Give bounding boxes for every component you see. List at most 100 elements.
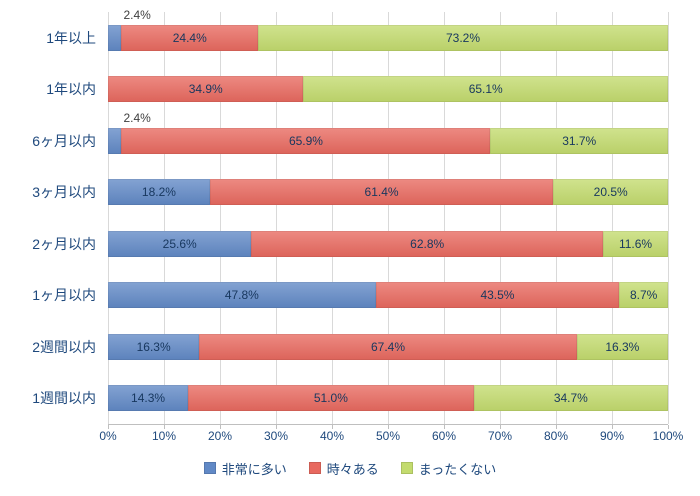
axis-tick-label: 30% bbox=[263, 429, 289, 443]
gridline bbox=[275, 12, 277, 424]
legend-item: 非常に多い bbox=[203, 459, 287, 478]
data-label: 62.8% bbox=[410, 236, 445, 251]
data-label: 47.8% bbox=[224, 288, 259, 303]
axis-tick-mark bbox=[499, 425, 501, 429]
axis-tick-label: 100% bbox=[652, 429, 684, 443]
bar-segment bbox=[108, 127, 122, 154]
axis-tick-label: 60% bbox=[431, 429, 457, 443]
gridline bbox=[387, 12, 389, 424]
stacked-bar: 25.6% 62.8% 11.6% bbox=[108, 230, 668, 257]
gridline bbox=[331, 12, 333, 424]
data-label: 18.2% bbox=[141, 185, 176, 200]
category-label: 1年以内 bbox=[46, 81, 96, 98]
axis-tick-label: 80% bbox=[543, 429, 569, 443]
data-label: 67.4% bbox=[370, 339, 405, 354]
stacked-bar: 47.8% 43.5% 8.7% bbox=[108, 282, 668, 309]
legend-label: 非常に多い bbox=[221, 461, 287, 477]
legend-item: まったくない bbox=[400, 459, 497, 478]
category-label: 2ヶ月以内 bbox=[32, 235, 96, 252]
axis-tick-mark bbox=[555, 425, 557, 429]
gridline bbox=[555, 12, 557, 424]
category-label: 6ヶ月以内 bbox=[32, 132, 96, 149]
legend-label: 時々ある bbox=[326, 461, 379, 477]
axis-tick-label: 0% bbox=[99, 429, 117, 443]
data-label: 31.7% bbox=[562, 133, 597, 148]
bar-segment: 61.4% bbox=[209, 179, 554, 206]
data-label: 24.4% bbox=[172, 30, 207, 45]
bar-row: 34.9% 65.1% bbox=[108, 64, 668, 116]
data-label: 61.4% bbox=[364, 185, 399, 200]
axis-tick-label: 20% bbox=[207, 429, 233, 443]
data-label: 43.5% bbox=[480, 288, 515, 303]
plot-area: 2.4% 24.4% 73.2% 34.9% 65.1% 2.4% 65.9% 31.7% 18… bbox=[107, 7, 669, 429]
bar-segment: 73.2% bbox=[258, 24, 668, 51]
bar-segment: 47.8% bbox=[108, 282, 376, 309]
gridline bbox=[219, 12, 221, 424]
bar-segment: 24.4% bbox=[121, 24, 259, 51]
data-label: 65.9% bbox=[288, 133, 323, 148]
gridline bbox=[163, 12, 165, 424]
bar-segment: 14.3% bbox=[108, 385, 189, 412]
bar-segment: 62.8% bbox=[251, 230, 604, 257]
gridline bbox=[107, 12, 109, 424]
stacked-bar: 34.9% 65.1% bbox=[108, 76, 668, 103]
category-label: 1ヶ月以内 bbox=[32, 287, 96, 304]
category-axis: 1年以上 1年以内 6ヶ月以内 3ヶ月以内 2ヶ月以内 1ヶ月以内 2週間以内 1週間以内 bbox=[0, 12, 100, 424]
bar-segment: 25.6% bbox=[108, 230, 252, 257]
bar-segment: 51.0% bbox=[188, 385, 474, 412]
stacked-bar: 18.2% 61.4% 20.5% bbox=[108, 179, 668, 206]
bar-row: 16.3% 67.4% 16.3% bbox=[108, 321, 668, 373]
axis-tick-mark bbox=[443, 425, 445, 429]
bar-row: 2.4% 65.9% 31.7% bbox=[108, 110, 668, 167]
axis-tick-label: 40% bbox=[319, 429, 345, 443]
axis-tick-label: 10% bbox=[151, 429, 177, 443]
axis-tick-mark bbox=[611, 425, 613, 429]
axis-tick-label: 90% bbox=[599, 429, 625, 443]
bar-row: 14.3% 51.0% 34.7% bbox=[108, 373, 668, 425]
legend-marker-icon bbox=[400, 462, 413, 474]
legend: 非常に多い 時々ある まったくない bbox=[0, 457, 700, 479]
bar-segment: 34.7% bbox=[473, 385, 668, 412]
data-label: 11.6% bbox=[618, 236, 653, 251]
data-label-outside: 2.4% bbox=[123, 7, 151, 22]
bar-segment: 34.9% bbox=[108, 76, 304, 103]
axis-tick-mark bbox=[275, 425, 277, 429]
axis-tick-mark bbox=[107, 425, 109, 429]
bar-segment: 43.5% bbox=[375, 282, 620, 309]
stacked-bar: 65.9% 31.7% bbox=[108, 127, 668, 154]
stacked-bar: 14.3% 51.0% 34.7% bbox=[108, 385, 668, 412]
category-label: 1週間以内 bbox=[32, 390, 96, 407]
data-label: 25.6% bbox=[162, 236, 197, 251]
value-axis: 0% 10% 20% 30% 40% 50% 60% 70% 80% 90% 100% bbox=[99, 429, 683, 445]
gridline bbox=[499, 12, 501, 424]
data-label: 65.1% bbox=[468, 82, 503, 97]
data-label: 14.3% bbox=[131, 391, 166, 406]
stacked-bar: 24.4% 73.2% bbox=[108, 24, 668, 51]
legend-label: まったくない bbox=[418, 461, 497, 477]
bar-segment: 65.1% bbox=[303, 76, 668, 103]
bar-row: 18.2% 61.4% 20.5% bbox=[108, 167, 668, 219]
data-label: 51.0% bbox=[313, 391, 348, 406]
data-label: 73.2% bbox=[446, 30, 481, 45]
data-label: 16.3% bbox=[605, 339, 640, 354]
gridline bbox=[443, 12, 445, 424]
category-label: 1年以上 bbox=[46, 29, 96, 46]
axis-tick-mark bbox=[163, 425, 165, 429]
bar-segment: 67.4% bbox=[199, 333, 577, 360]
bar-segment: 11.6% bbox=[603, 230, 668, 257]
bar-segment: 65.9% bbox=[121, 127, 491, 154]
bar-row: 2.4% 24.4% 73.2% bbox=[108, 7, 668, 64]
data-label-outside: 2.4% bbox=[123, 110, 151, 125]
data-label: 34.7% bbox=[553, 391, 588, 406]
axis-tick-mark bbox=[667, 425, 669, 429]
data-label: 16.3% bbox=[136, 339, 171, 354]
category-label: 2週間以内 bbox=[32, 338, 96, 355]
axis-tick-mark bbox=[331, 425, 333, 429]
bar-row: 47.8% 43.5% 8.7% bbox=[108, 270, 668, 322]
category-label: 3ヶ月以内 bbox=[32, 184, 96, 201]
axis-tick-label: 70% bbox=[487, 429, 513, 443]
gridline bbox=[611, 12, 613, 424]
data-label: 20.5% bbox=[593, 185, 628, 200]
gridline bbox=[667, 12, 669, 424]
bar-segment: 20.5% bbox=[553, 179, 668, 206]
